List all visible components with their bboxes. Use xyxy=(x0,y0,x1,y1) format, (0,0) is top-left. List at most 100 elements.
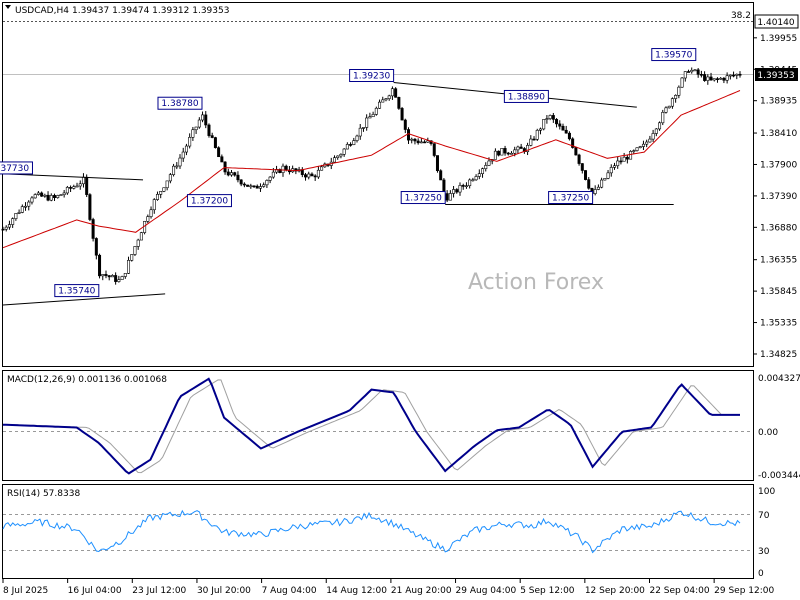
candle-body xyxy=(529,138,533,146)
candle-body xyxy=(452,189,456,194)
candle-body xyxy=(120,276,124,280)
candle-body xyxy=(532,138,536,141)
candle-body xyxy=(580,163,584,171)
candle-body xyxy=(484,165,488,169)
annotation-box xyxy=(349,69,395,83)
candle-body xyxy=(535,129,539,140)
candle-body xyxy=(316,169,320,178)
time-tick-label: 30 Jul 20:00 xyxy=(197,586,251,596)
time-tick-label: 8 Jul 2025 xyxy=(3,586,48,596)
candle-body xyxy=(172,165,176,175)
candle-body xyxy=(178,157,182,167)
candle-body xyxy=(146,216,150,222)
candle-body xyxy=(574,147,578,156)
candle-body xyxy=(91,219,95,239)
annotation-box xyxy=(54,284,100,298)
candle-body xyxy=(551,115,555,120)
candle-body xyxy=(471,179,475,182)
candle-body xyxy=(413,138,417,142)
candle-body xyxy=(361,127,365,129)
candle-body xyxy=(239,179,243,185)
candle-body xyxy=(651,133,655,140)
candle-body xyxy=(242,183,246,186)
price-tick-label: 1.37900 xyxy=(760,160,797,170)
candle-body xyxy=(374,107,378,115)
candle-body xyxy=(226,171,230,176)
candle-body xyxy=(268,176,272,181)
candle-body xyxy=(75,185,79,188)
price-annotation: 1.37250 xyxy=(548,191,594,205)
candle-body xyxy=(49,195,53,201)
candle-body xyxy=(220,156,224,163)
macd-label: MACD(12,26,9) 0.001136 0.001068 xyxy=(7,375,167,385)
candle-body xyxy=(62,192,66,196)
candle-body xyxy=(542,119,546,130)
candle-body xyxy=(30,197,34,203)
candle-body xyxy=(612,165,616,168)
candle-body xyxy=(78,183,82,187)
price-panel xyxy=(2,2,754,367)
candle-body xyxy=(24,205,28,208)
candle-body xyxy=(687,71,691,73)
candle-body xyxy=(394,88,398,98)
price-annotation: 1.37250 xyxy=(400,191,446,205)
candle-body xyxy=(210,135,214,138)
annotation-box xyxy=(548,191,594,205)
price-tick-label: 1.35335 xyxy=(760,319,797,329)
candle-body xyxy=(204,114,208,126)
candle-body xyxy=(703,74,707,81)
candle-body xyxy=(487,160,491,166)
candle-body xyxy=(629,151,633,160)
time-tick-label: 21 Aug 20:00 xyxy=(391,586,452,596)
candle-body xyxy=(390,88,394,97)
candle-body xyxy=(407,129,411,141)
candle-body xyxy=(59,194,63,197)
time-axis: 8 Jul 2025 16 Jul 04:00 23 Jul 12:00 30 Jul… xyxy=(2,579,774,596)
candle-body xyxy=(709,76,713,81)
candle-body xyxy=(98,254,102,277)
rsi-panel xyxy=(2,484,754,579)
candle-body xyxy=(497,150,501,156)
watermark: Action Forex xyxy=(468,270,604,295)
candle-body xyxy=(139,232,143,241)
candle-body xyxy=(368,116,372,119)
macd-signal-line xyxy=(3,379,740,474)
candle-body xyxy=(645,141,649,145)
price-tick-label: 1.34825 xyxy=(760,350,797,360)
candle-body xyxy=(236,174,240,181)
candle-body xyxy=(352,140,356,145)
candle-body xyxy=(381,99,385,103)
candle-body xyxy=(735,73,739,76)
candle-body xyxy=(371,114,375,118)
candle-body xyxy=(545,118,549,120)
candle-body xyxy=(448,193,452,201)
candle-body xyxy=(46,194,50,201)
annotation-box xyxy=(400,191,446,205)
candle-body xyxy=(136,239,140,247)
candle-body xyxy=(564,129,568,134)
candle-body xyxy=(94,238,98,256)
candle-body xyxy=(622,156,626,162)
candle-body xyxy=(130,254,134,261)
candle-body xyxy=(715,78,719,80)
candle-body xyxy=(600,179,604,188)
candle-body xyxy=(667,105,671,109)
candle-body xyxy=(249,185,253,188)
candle-body xyxy=(638,146,642,149)
annotation-text: 1.37250 xyxy=(405,194,442,204)
candle-body xyxy=(184,145,188,153)
symbol-label: USDCAD,H4 xyxy=(15,6,69,16)
annotation-text: 1.37730 xyxy=(0,164,29,174)
level-label: 1.40140 xyxy=(757,18,794,28)
candle-body xyxy=(690,69,694,73)
candle-body xyxy=(162,187,166,192)
candle-body xyxy=(278,169,282,173)
candle-body xyxy=(683,71,687,79)
candle-body xyxy=(416,140,420,144)
candle-body xyxy=(632,150,636,152)
time-tick-label: 5 Sep 12:00 xyxy=(520,586,575,596)
candle-body xyxy=(320,166,324,171)
time-tick-label: 12 Sep 20:00 xyxy=(585,586,645,596)
candle-body xyxy=(674,95,678,99)
candle-body xyxy=(114,275,118,282)
